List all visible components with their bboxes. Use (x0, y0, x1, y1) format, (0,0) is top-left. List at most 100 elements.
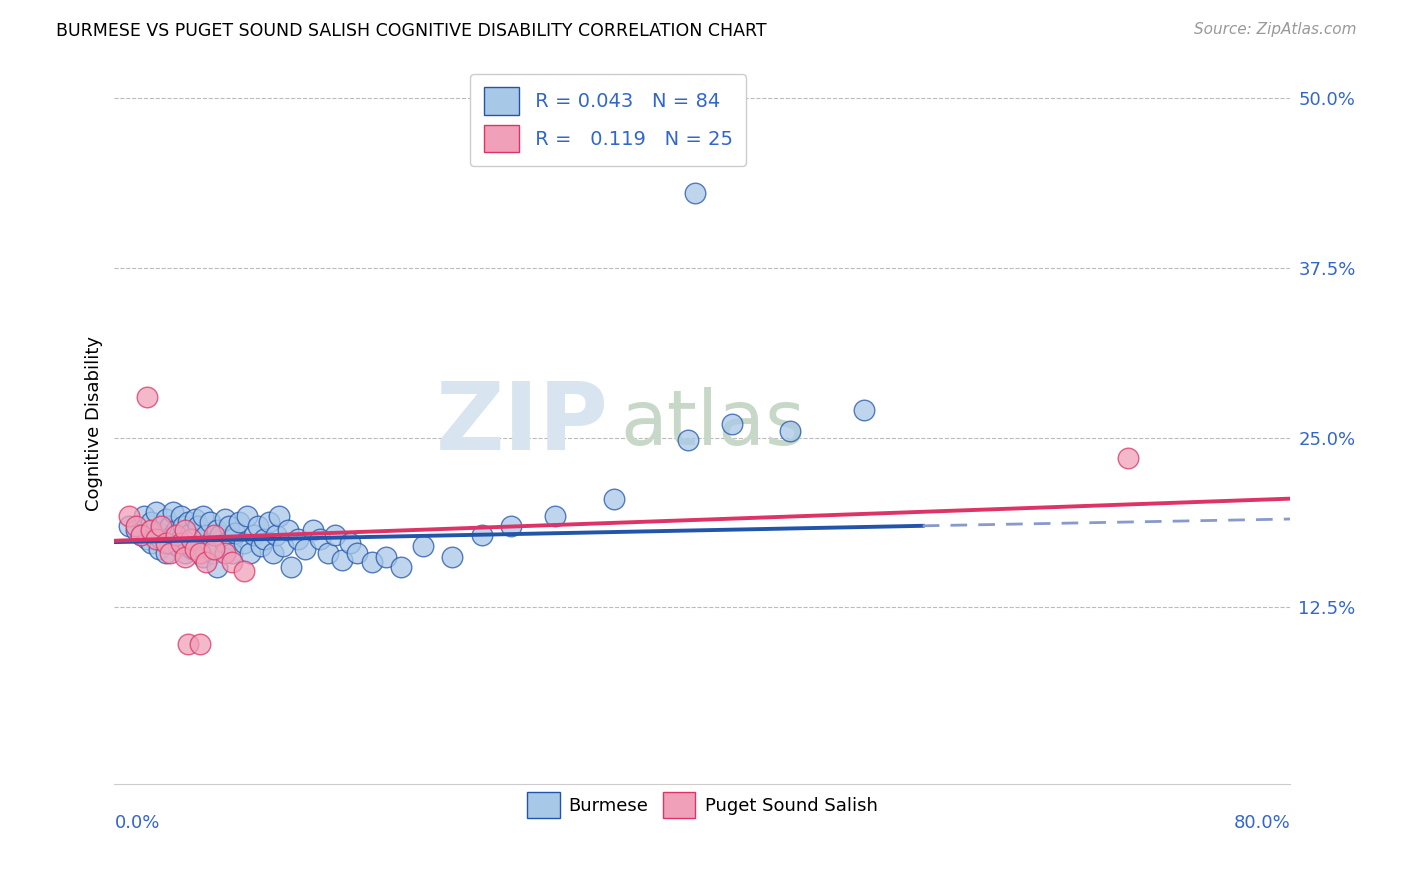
Point (188, 546, 211, 560)
Point (218, 518, 240, 533)
Point (118, 509, 141, 524)
Point (180, 533, 202, 547)
Point (214, 512, 236, 526)
Point (262, 546, 284, 560)
Point (135, 533, 157, 547)
Point (287, 533, 309, 547)
Point (544, 509, 567, 524)
Point (239, 546, 262, 560)
Point (194, 528, 217, 542)
Point (125, 518, 148, 533)
Point (198, 515, 221, 529)
Point (177, 536, 200, 550)
Point (257, 515, 280, 529)
Point (169, 533, 191, 547)
Point (1118, 450, 1140, 465)
Point (339, 536, 361, 550)
Point (501, 518, 523, 533)
Point (683, 186, 706, 200)
Point (412, 539, 434, 553)
Point (173, 518, 195, 533)
Point (264, 528, 287, 542)
Point (221, 556, 243, 570)
Point (221, 546, 243, 560)
Point (277, 523, 299, 537)
Point (221, 533, 243, 547)
Point (360, 556, 382, 570)
Text: atlas: atlas (620, 387, 804, 461)
Legend: Burmese, Puget Sound Salish: Burmese, Puget Sound Salish (520, 785, 884, 825)
Point (194, 556, 217, 570)
Point (323, 528, 346, 542)
Point (181, 541, 204, 556)
Point (309, 533, 332, 547)
Point (135, 390, 157, 404)
Point (207, 523, 229, 537)
Point (214, 536, 236, 550)
Point (471, 528, 494, 542)
Point (201, 546, 224, 560)
Point (202, 541, 225, 556)
Point (207, 559, 229, 574)
Point (852, 403, 875, 417)
Point (159, 536, 181, 550)
Point (165, 523, 187, 537)
Point (191, 549, 214, 564)
Point (184, 533, 207, 547)
Point (159, 518, 181, 533)
Point (720, 417, 742, 431)
Point (389, 559, 412, 574)
Point (129, 528, 152, 542)
Point (346, 546, 368, 560)
Point (188, 539, 211, 553)
Point (155, 546, 177, 560)
Point (148, 541, 170, 556)
Point (294, 541, 316, 556)
Point (330, 553, 353, 567)
Y-axis label: Cognitive Disability: Cognitive Disability (86, 336, 103, 511)
Point (250, 539, 273, 553)
Point (184, 541, 207, 556)
Point (177, 515, 200, 529)
Point (209, 528, 232, 542)
Point (141, 536, 163, 550)
Point (188, 637, 211, 651)
Point (184, 512, 207, 526)
Point (162, 505, 184, 519)
Point (180, 525, 202, 540)
Point (148, 525, 170, 540)
Point (132, 509, 155, 524)
Point (169, 509, 191, 524)
Point (187, 518, 209, 533)
Point (202, 528, 225, 542)
Point (129, 528, 152, 542)
Point (159, 546, 181, 560)
Point (316, 546, 339, 560)
Text: BURMESE VS PUGET SOUND SALISH COGNITIVE DISABILITY CORRELATION CHART: BURMESE VS PUGET SOUND SALISH COGNITIVE … (56, 22, 766, 40)
Point (145, 505, 167, 519)
Text: ZIP: ZIP (436, 378, 609, 470)
Point (162, 528, 184, 542)
Point (150, 533, 173, 547)
Point (174, 549, 197, 564)
Point (779, 424, 801, 438)
Point (603, 491, 626, 506)
Point (155, 512, 177, 526)
Text: 0.0%: 0.0% (114, 814, 160, 832)
Point (169, 536, 191, 550)
Point (232, 564, 254, 578)
Point (273, 539, 295, 553)
Point (125, 523, 148, 537)
Point (198, 536, 221, 550)
Point (224, 525, 246, 540)
Point (118, 518, 141, 533)
Point (191, 509, 214, 524)
Point (141, 523, 163, 537)
Point (267, 509, 290, 524)
Point (247, 518, 270, 533)
Point (228, 515, 250, 529)
Text: 80.0%: 80.0% (1233, 814, 1291, 832)
Point (441, 549, 464, 564)
Point (301, 523, 323, 537)
Point (243, 528, 266, 542)
